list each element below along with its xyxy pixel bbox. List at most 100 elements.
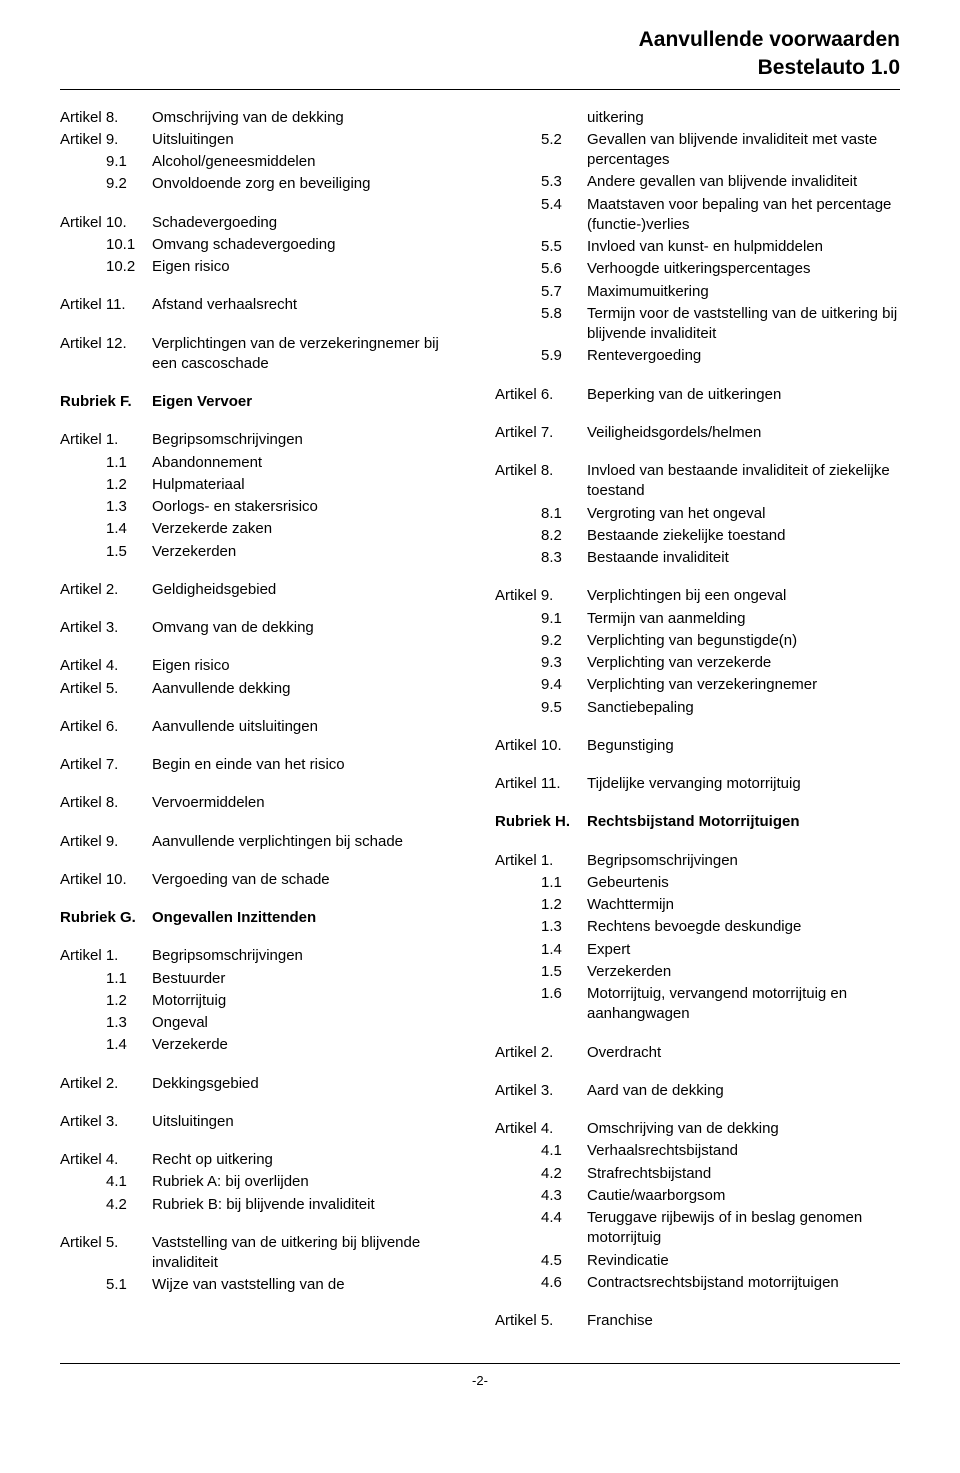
entry-text: Wijze van vaststelling van de xyxy=(152,1275,465,1295)
entry-number: Artikel 10. xyxy=(60,213,152,233)
toc-entry: Artikel 6.Aanvullende uitsluitingen xyxy=(60,717,465,737)
toc-entry: 1.1Gebeurtenis xyxy=(495,873,900,893)
entry-number: 5.2 xyxy=(495,130,587,171)
entry-number: Artikel 11. xyxy=(60,295,152,315)
toc-entry: 5.5Invloed van kunst- en hulpmiddelen xyxy=(495,237,900,257)
entry-number: Artikel 2. xyxy=(60,580,152,600)
entry-text: Omschrijving van de dekking xyxy=(152,108,465,128)
toc-entry: 8.2Bestaande ziekelijke toestand xyxy=(495,526,900,546)
entry-number: 8.1 xyxy=(495,504,587,524)
entry-number: Artikel 4. xyxy=(60,656,152,676)
spacer xyxy=(495,1065,900,1081)
entry-number: Rubriek H. xyxy=(495,812,587,832)
entry-number: Artikel 6. xyxy=(60,717,152,737)
toc-entry: 1.2Motorrijtuig xyxy=(60,991,465,1011)
entry-text: Contractsrechtsbijstand motorrijtuigen xyxy=(587,1273,900,1293)
entry-number: Rubriek F. xyxy=(60,392,152,412)
entry-text: Uitsluitingen xyxy=(152,1112,465,1132)
spacer xyxy=(495,835,900,851)
entry-number: Artikel 1. xyxy=(60,946,152,966)
entry-number: Rubriek G. xyxy=(60,908,152,928)
toc-entry: 1.1Bestuurder xyxy=(60,969,465,989)
toc-entry: 4.5Revindicatie xyxy=(495,1251,900,1271)
content-columns: Artikel 8.Omschrijving van de dekkingArt… xyxy=(60,108,900,1334)
entry-text: Termijn voor de vaststelling van de uitk… xyxy=(587,304,900,345)
entry-number: 1.3 xyxy=(60,497,152,517)
entry-number: Artikel 6. xyxy=(495,385,587,405)
entry-number: 4.6 xyxy=(495,1273,587,1293)
entry-text: Verplichtingen van de verzekeringnemer b… xyxy=(152,334,465,375)
header-line1: Aanvullende voorwaarden xyxy=(60,26,900,54)
spacer xyxy=(60,564,465,580)
toc-entry: Artikel 10.Schadevergoeding xyxy=(60,213,465,233)
spacer xyxy=(60,197,465,213)
entry-text: Gevallen van blijvende invaliditeit met … xyxy=(587,130,900,171)
spacer xyxy=(60,279,465,295)
toc-entry: Artikel 1.Begripsomschrijvingen xyxy=(60,430,465,450)
entry-text: Aanvullende uitsluitingen xyxy=(152,717,465,737)
entry-text: Verzekerden xyxy=(152,542,465,562)
entry-text: Geldigheidsgebied xyxy=(152,580,465,600)
toc-entry: Artikel 3.Uitsluitingen xyxy=(60,1112,465,1132)
toc-entry: Artikel 4.Recht op uitkering xyxy=(60,1150,465,1170)
entry-number: Artikel 8. xyxy=(60,793,152,813)
entry-text: Sanctiebepaling xyxy=(587,698,900,718)
entry-number: 1.2 xyxy=(495,895,587,915)
toc-entry: Artikel 10.Begunstiging xyxy=(495,736,900,756)
entry-number: Artikel 5. xyxy=(495,1311,587,1331)
entry-number: 1.1 xyxy=(60,453,152,473)
entry-text: Franchise xyxy=(587,1311,900,1331)
toc-entry: Artikel 5.Franchise xyxy=(495,1311,900,1331)
entry-text: Vergoeding van de schade xyxy=(152,870,465,890)
toc-entry: 1.4Verzekerde zaken xyxy=(60,519,465,539)
toc-entry: 9.2Verplichting van begunstigde(n) xyxy=(495,631,900,651)
toc-entry: Artikel 8.Vervoermiddelen xyxy=(60,793,465,813)
entry-text: Alcohol/geneesmiddelen xyxy=(152,152,465,172)
spacer xyxy=(60,376,465,392)
entry-number: 5.6 xyxy=(495,259,587,279)
entry-number: 10.1 xyxy=(60,235,152,255)
entry-number: 5.9 xyxy=(495,346,587,366)
toc-entry: 4.6Contractsrechtsbijstand motorrijtuige… xyxy=(495,1273,900,1293)
entry-text: Oorlogs- en stakersrisico xyxy=(152,497,465,517)
toc-entry: Rubriek H.Rechtsbijstand Motorrijtuigen xyxy=(495,812,900,832)
entry-text: Motorrijtuig xyxy=(152,991,465,1011)
toc-entry: 5.6Verhoogde uitkeringspercentages xyxy=(495,259,900,279)
entry-text: Eigen risico xyxy=(152,656,465,676)
entry-number: 8.3 xyxy=(495,548,587,568)
toc-entry: 4.1Rubriek A: bij overlijden xyxy=(60,1172,465,1192)
entry-number: Artikel 10. xyxy=(495,736,587,756)
toc-entry: 4.4Teruggave rijbewijs of in beslag geno… xyxy=(495,1208,900,1249)
toc-entry: Artikel 5.Vaststelling van de uitkering … xyxy=(60,1233,465,1274)
entry-text: Revindicatie xyxy=(587,1251,900,1271)
spacer xyxy=(495,796,900,812)
entry-number: Artikel 3. xyxy=(60,1112,152,1132)
spacer xyxy=(495,369,900,385)
entry-text: Beperking van de uitkeringen xyxy=(587,385,900,405)
toc-entry: 1.4Expert xyxy=(495,940,900,960)
entry-text: Motorrijtuig, vervangend motorrijtuig en… xyxy=(587,984,900,1025)
toc-entry: Rubriek G.Ongevallen Inzittenden xyxy=(60,908,465,928)
toc-entry: Artikel 1.Begripsomschrijvingen xyxy=(495,851,900,871)
toc-entry: Artikel 4.Omschrijving van de dekking xyxy=(495,1119,900,1139)
right-column: uitkering5.2Gevallen van blijvende inval… xyxy=(495,108,900,1334)
entry-number: 1.4 xyxy=(495,940,587,960)
entry-number: Artikel 8. xyxy=(60,108,152,128)
entry-number: 4.2 xyxy=(495,1164,587,1184)
entry-text: Begripsomschrijvingen xyxy=(587,851,900,871)
toc-entry: 5.4Maatstaven voor bepaling van het perc… xyxy=(495,195,900,236)
toc-entry: 1.6Motorrijtuig, vervangend motorrijtuig… xyxy=(495,984,900,1025)
entry-number: Artikel 9. xyxy=(495,586,587,606)
spacer xyxy=(495,445,900,461)
entry-text: Overdracht xyxy=(587,1043,900,1063)
toc-entry: 9.1Termijn van aanmelding xyxy=(495,609,900,629)
entry-text: Aanvullende verplichtingen bij schade xyxy=(152,832,465,852)
toc-entry: Artikel 7.Veiligheidsgordels/helmen xyxy=(495,423,900,443)
entry-text: Bestaande invaliditeit xyxy=(587,548,900,568)
toc-entry: Artikel 9.Uitsluitingen xyxy=(60,130,465,150)
entry-text: Ongeval xyxy=(152,1013,465,1033)
footer-rule xyxy=(60,1363,900,1364)
entry-number: Artikel 12. xyxy=(60,334,152,375)
entry-number: 4.2 xyxy=(60,1195,152,1215)
entry-number: Artikel 11. xyxy=(495,774,587,794)
